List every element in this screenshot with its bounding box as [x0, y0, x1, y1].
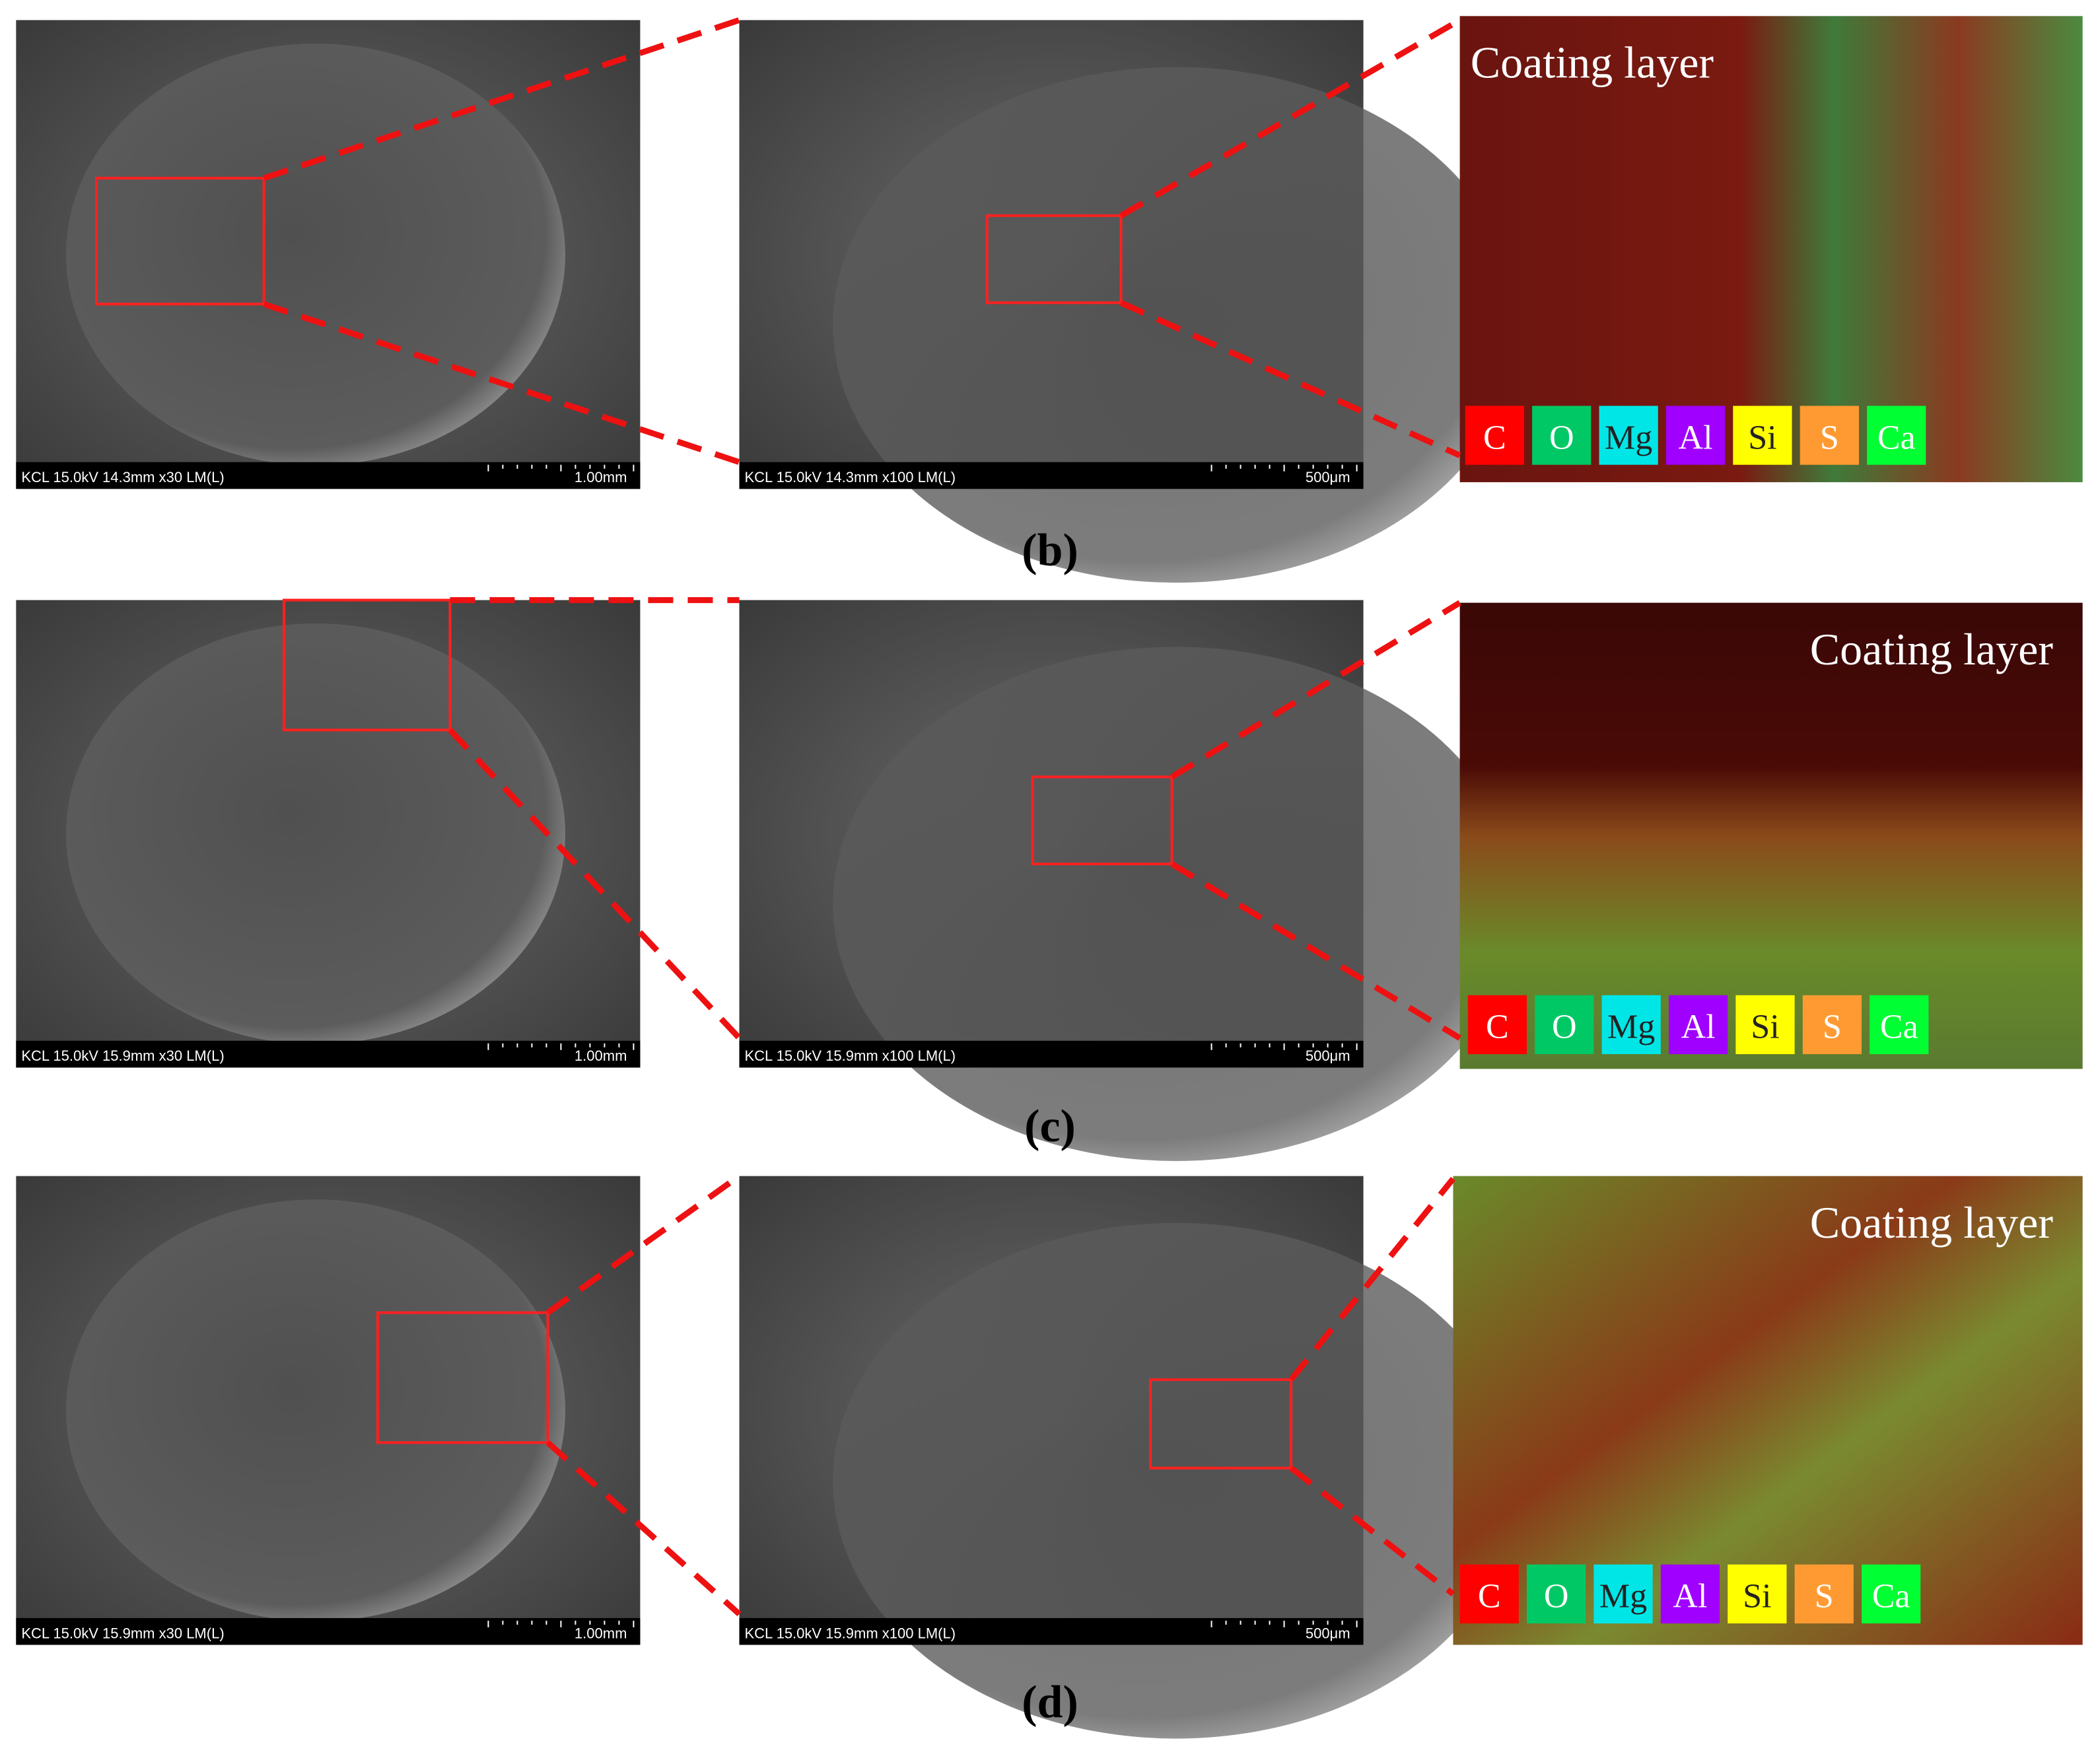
scale-label: 1.00mm	[575, 1047, 627, 1064]
scale-label: 1.00mm	[575, 469, 627, 485]
panel-caption: (b)	[1022, 525, 1078, 576]
sample	[833, 647, 1520, 1161]
element-label: O	[1552, 1009, 1577, 1046]
element-swatch	[1593, 1564, 1653, 1624]
element-swatch	[1733, 406, 1792, 465]
scale-label: 500μm	[1306, 469, 1350, 485]
info-bar	[16, 1040, 641, 1068]
panel-row: KCL 15.0kV 15.9mm x30 LM(L) 1.00mm KCL 15.…	[16, 597, 2083, 1161]
element-swatch	[1867, 406, 1926, 465]
zoom-box	[95, 176, 265, 306]
zoom-connector	[1289, 1466, 1455, 1596]
zoom-connector	[1119, 300, 1461, 458]
info-bar	[739, 1040, 1364, 1068]
element-swatch	[1794, 1564, 1854, 1624]
element-label: Mg	[1607, 1009, 1655, 1046]
scale-label: 500μm	[1306, 1625, 1350, 1641]
element-swatch	[1526, 1564, 1586, 1624]
panel-row: KCL 15.0kV 15.9mm x30 LM(L) 1.00mm KCL 15.…	[16, 1173, 2083, 1739]
eds-map	[1459, 16, 2083, 483]
panel-caption: (c)	[1024, 1101, 1076, 1152]
eds-title: Coating layer	[1810, 624, 2054, 674]
sem-info: KCL 15.0kV 15.9mm x30 LM(L)	[21, 1047, 224, 1064]
zoom-box	[1149, 1378, 1293, 1470]
element-label: Al	[1673, 1578, 1707, 1615]
scale-label: 1.00mm	[575, 1625, 627, 1641]
eds-title: Coating layer	[1810, 1197, 2054, 1248]
element-label: Si	[1748, 419, 1776, 456]
element-label: C	[1483, 419, 1506, 456]
zoom-connector	[448, 728, 742, 1040]
element-swatch	[1728, 1564, 1787, 1624]
element-swatch	[1660, 1564, 1720, 1624]
element-swatch	[1862, 1564, 1921, 1624]
element-swatch	[1535, 995, 1594, 1055]
element-label: Si	[1751, 1009, 1779, 1046]
element-label: S	[1820, 419, 1839, 456]
element-swatch	[1459, 1564, 1519, 1624]
eds-map	[1459, 602, 2083, 1069]
zoom-box	[282, 598, 452, 732]
zoom-box	[1031, 775, 1173, 866]
sem-info: KCL 15.0kV 15.9mm x30 LM(L)	[21, 1625, 224, 1641]
info-bar	[16, 1617, 641, 1645]
zoom-box	[376, 1311, 549, 1444]
element-label: Mg	[1599, 1578, 1647, 1615]
info-bar	[739, 1617, 1364, 1645]
panel-row: KCL 15.0kV 14.3mm x30 LM(L) 1.00mm KCL 15.…	[16, 16, 2083, 583]
element-label: Al	[1679, 419, 1713, 456]
zoom-connector	[263, 17, 740, 182]
element-swatch	[1802, 995, 1862, 1055]
element-label: O	[1549, 419, 1574, 456]
element-label: Si	[1743, 1578, 1771, 1615]
info-bar	[739, 462, 1364, 489]
info-bar	[16, 462, 641, 489]
zoom-connector	[1119, 17, 1461, 219]
element-swatch	[1599, 406, 1658, 465]
sem-info: KCL 15.0kV 14.3mm x100 LM(L)	[744, 469, 956, 485]
element-label: S	[1815, 1578, 1834, 1615]
element-label: S	[1823, 1009, 1842, 1046]
element-label: C	[1478, 1578, 1501, 1615]
zoom-connector	[1170, 861, 1461, 1041]
sample	[65, 1199, 566, 1621]
element-swatch	[1668, 995, 1728, 1055]
zoom-box	[985, 214, 1123, 304]
element-label: C	[1486, 1009, 1509, 1046]
eds-title: Coating layer	[1471, 38, 1714, 88]
element-swatch	[1870, 995, 1929, 1055]
element-label: Ca	[1877, 419, 1916, 456]
sample	[65, 623, 566, 1044]
sem-info: KCL 15.0kV 14.3mm x30 LM(L)	[21, 469, 224, 485]
sample	[833, 1223, 1520, 1739]
element-swatch	[1800, 406, 1859, 465]
element-swatch	[1532, 406, 1592, 465]
zoom-connector	[263, 301, 740, 465]
element-swatch	[1665, 406, 1726, 465]
scale-label: 500μm	[1306, 1047, 1350, 1064]
element-swatch	[1465, 406, 1524, 465]
element-label: Mg	[1605, 419, 1652, 456]
sem-info: KCL 15.0kV 15.9mm x100 LM(L)	[744, 1625, 956, 1641]
element-swatch	[1467, 995, 1527, 1055]
panel-caption: (d)	[1022, 1677, 1078, 1728]
element-label: Al	[1681, 1009, 1716, 1046]
sample	[65, 43, 566, 466]
element-label: Ca	[1880, 1009, 1918, 1046]
zoom-connector	[545, 1440, 742, 1617]
element-swatch	[1735, 995, 1795, 1055]
element-label: O	[1544, 1578, 1569, 1615]
zoom-connector	[1288, 1176, 1455, 1382]
sem-info: KCL 15.0kV 15.9mm x100 LM(L)	[744, 1047, 956, 1064]
zoom-connector	[1170, 600, 1461, 780]
element-label: Ca	[1872, 1578, 1910, 1615]
element-swatch	[1601, 995, 1661, 1055]
